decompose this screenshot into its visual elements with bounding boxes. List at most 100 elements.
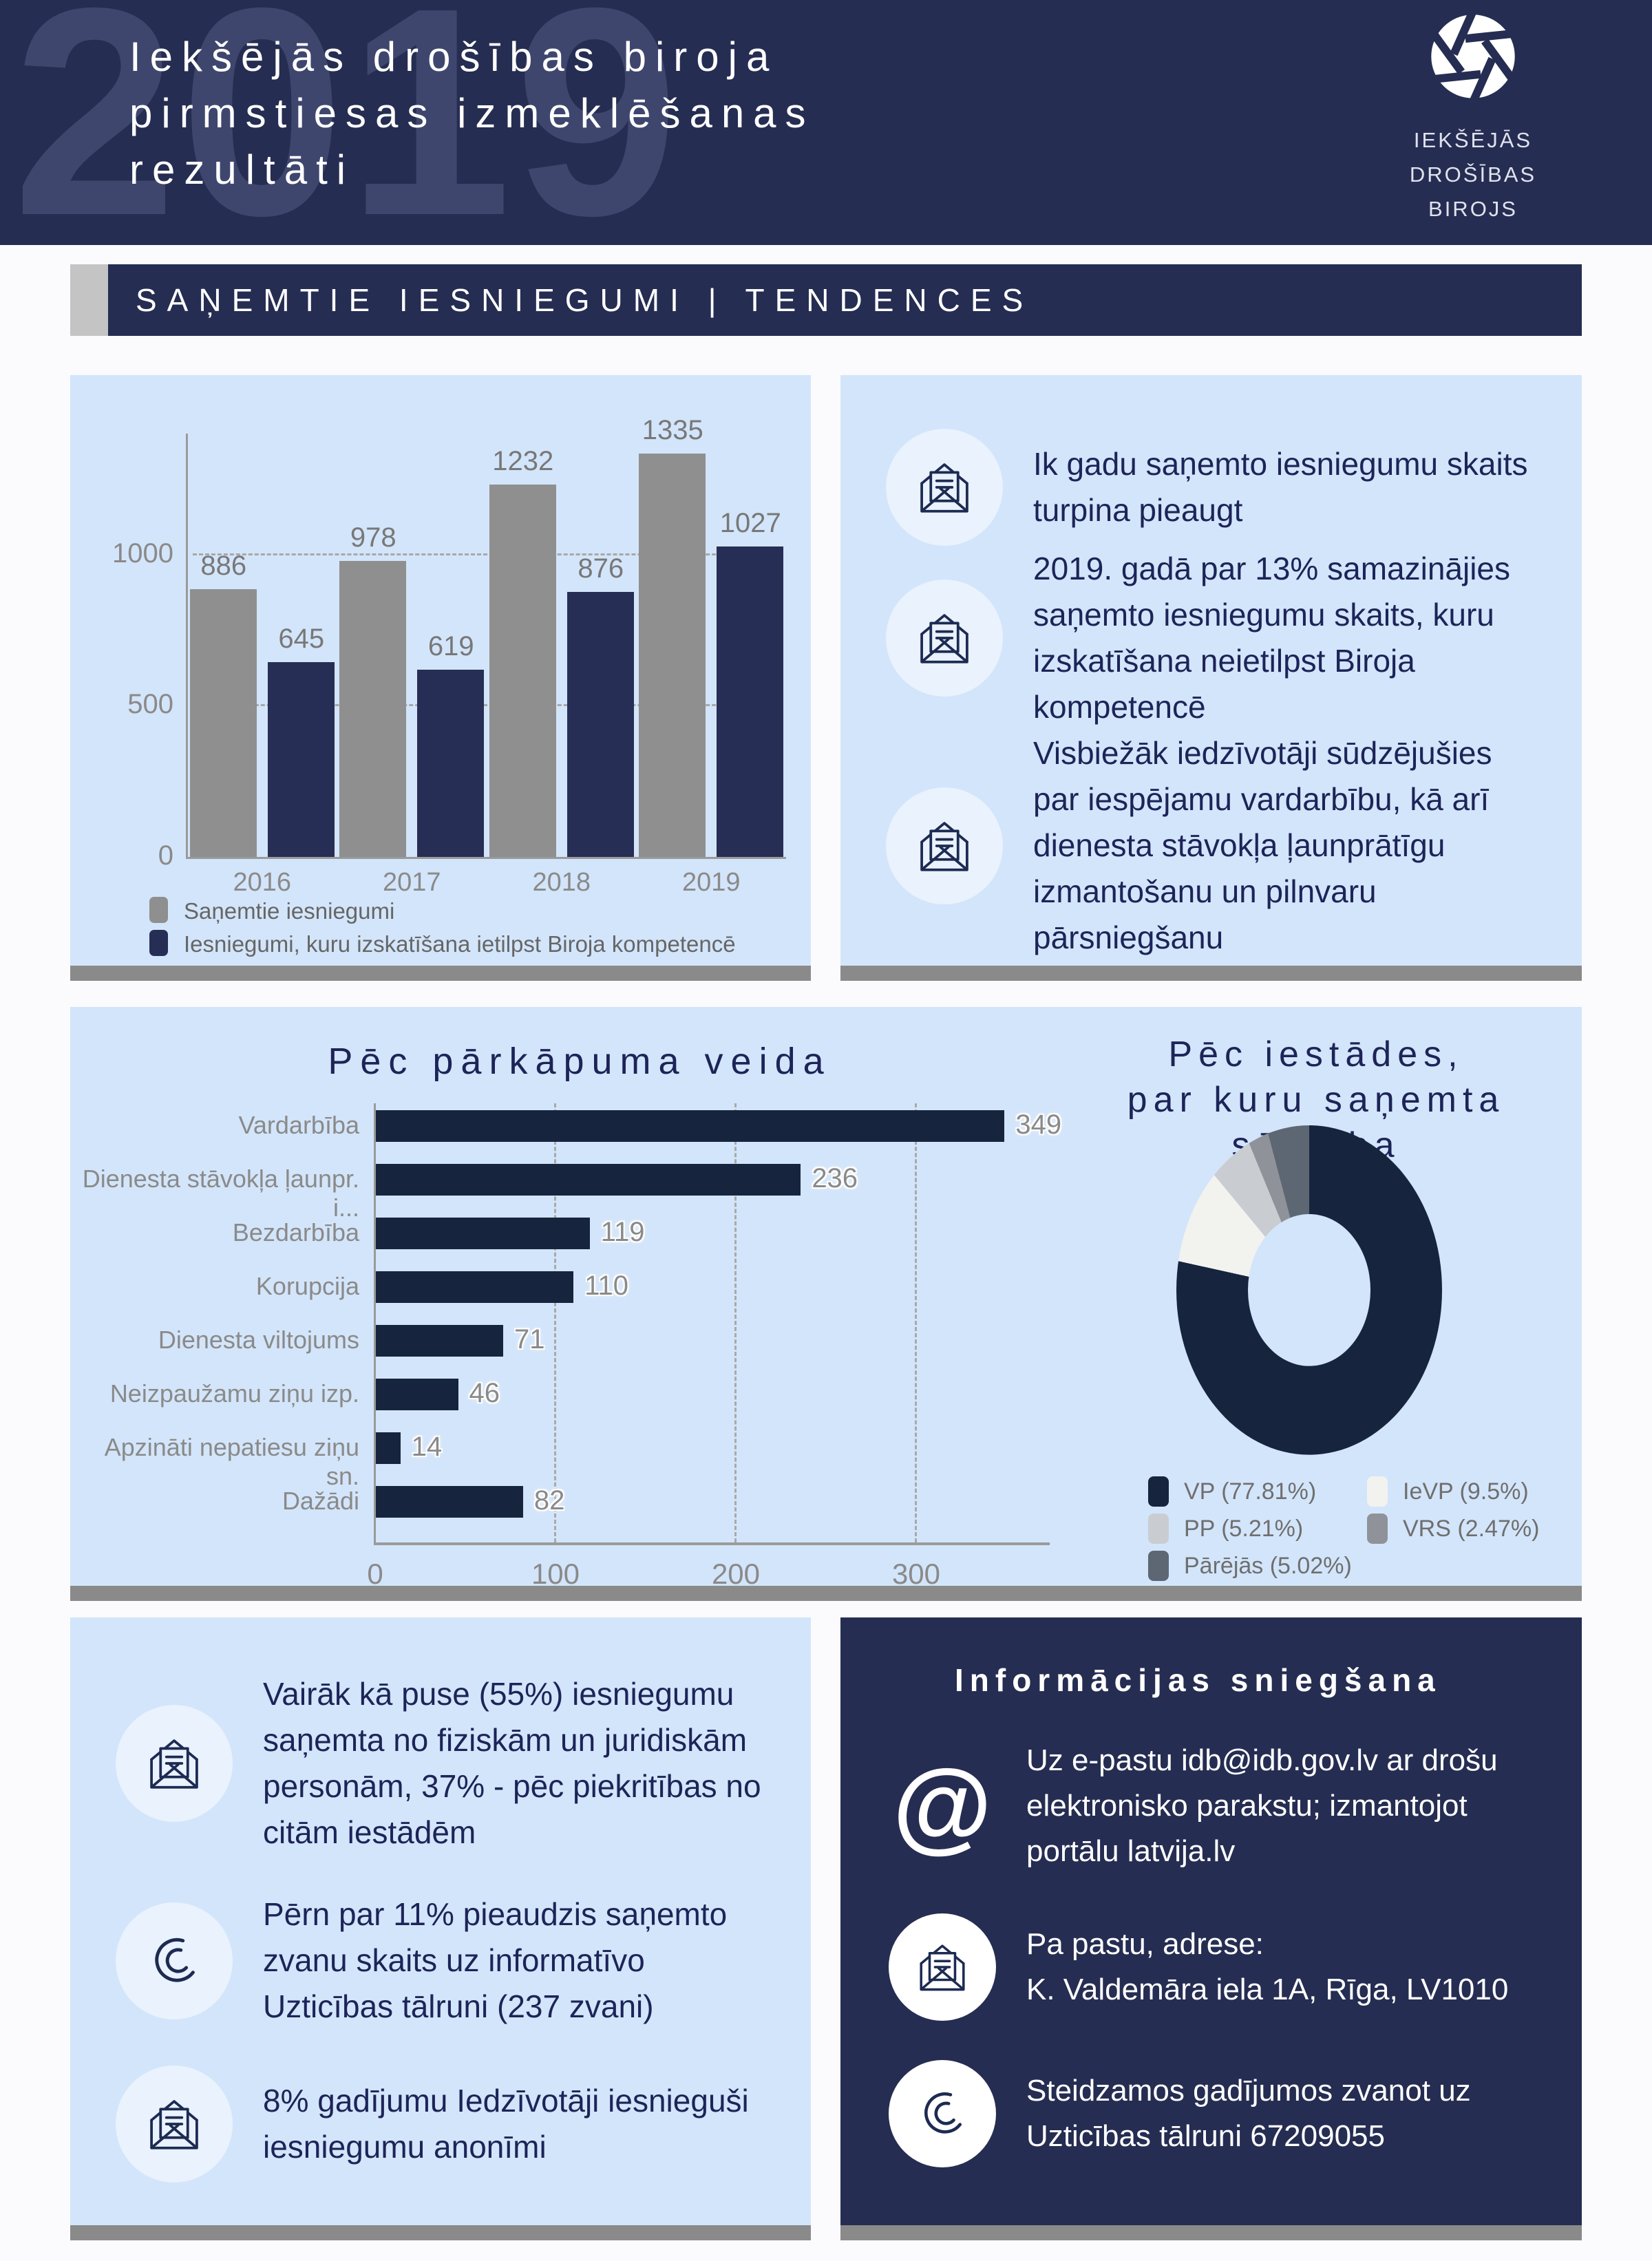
trend-text: 2019. gadā par 13% samazinājies saņemto … — [1033, 551, 1511, 725]
x-axis-category-label: 2016 — [233, 868, 292, 897]
gridline — [193, 553, 778, 555]
y-axis-tick-label: 1000 — [112, 538, 173, 569]
envelope-icon — [116, 1705, 233, 1822]
bar-value-label: 46 — [469, 1378, 500, 1408]
legend-swatch — [149, 930, 168, 956]
gridline — [915, 1103, 917, 1542]
page-title-line-2: pirmstiesas izmeklēšanas — [129, 90, 815, 136]
legend-label: PP (5.21%) — [1184, 1516, 1304, 1542]
list-item: Pa pastu, adrese: K. Valdemāra iela 1A, … — [889, 1913, 1543, 2021]
applications-chart-panel: 1000 500 0 886 645 2016 978 619 2017 1232 876 2018 1… — [70, 375, 811, 966]
list-item: @ Uz e-pastu idb@idb.gov.lv ar drošu ele… — [889, 1738, 1543, 1874]
legend-swatch — [1148, 1514, 1169, 1544]
section-title: SAŅEMTIE IESNIEGUMI | TENDENCES — [108, 264, 1582, 336]
list-item: 8% gadījumu Iedzīvotāji iesnieguši iesni… — [116, 2066, 771, 2183]
bar-competence — [717, 546, 784, 857]
bar-received — [639, 453, 706, 857]
fact-text: 8% gadījumu Iedzīvotāji iesnieguši iesni… — [263, 2083, 749, 2165]
bar-value-label: 236 — [812, 1163, 858, 1193]
institutions-donut-legend: VP (77.81%) PP (5.21%) Pārējās (5.02%) IeVP… — [70, 1007, 1582, 1586]
page-title: Iekšējās drošības biroja pirmstiesas izm… — [129, 29, 815, 198]
violations-chart-title: Pēc pārkāpuma veida — [328, 1041, 832, 1082]
bar-value-label: 1027 — [719, 507, 781, 538]
bar — [375, 1486, 523, 1518]
legend-label: Iesniegumi, kuru izskatīšana ietilpst Bi… — [184, 931, 736, 957]
gridline — [554, 1103, 556, 1542]
list-item: 2019. gadā par 13% samazinājies saņemto … — [886, 546, 1542, 730]
list-item: Visbiežāk iedzīvotāji sūdzējušies par ie… — [886, 730, 1542, 961]
x-axis-tick-label: 100 — [531, 1558, 580, 1590]
envelope-icon — [889, 1913, 996, 2021]
bar-value-label: 349 — [1015, 1110, 1062, 1140]
header: 2019 Iekšējās drošības biroja pirmstiesa… — [0, 0, 1652, 245]
bureau-logo: IEKŠĒJĀS DROŠĪBAS BIROJS — [1370, 8, 1576, 226]
bar-received — [189, 588, 257, 857]
info-panel: Informācijas sniegšana @ Uz e-pastu idb@… — [840, 1617, 1582, 2225]
envelope-icon — [116, 2066, 233, 2183]
logo-text-line-3: BIROJS — [1428, 197, 1518, 221]
legend-label: VRS (2.47%) — [1403, 1516, 1540, 1542]
y-axis-category-label: Neizpaužamu ziņu izp. — [109, 1379, 359, 1408]
bar — [375, 1432, 401, 1464]
legend-swatch — [1148, 1551, 1169, 1581]
at-icon: @ — [892, 1749, 993, 1862]
legend-label: Saņemtie iesniegumi — [184, 898, 395, 924]
info-items: Informācijas sniegšana @ Uz e-pastu idb@… — [840, 1617, 1582, 2225]
envelope-icon — [886, 429, 1003, 546]
phone-icon — [889, 2060, 996, 2167]
fact-text: Pērn par 11% pieaudzis saņemto zvanu ska… — [263, 1896, 728, 2024]
y-axis-category-label: Vardarbība — [238, 1111, 359, 1139]
x-axis-category-label: 2018 — [532, 868, 591, 897]
x-axis-tick-label: 200 — [711, 1558, 761, 1590]
bar — [375, 1325, 504, 1357]
y-axis-tick-label: 0 — [158, 840, 173, 871]
legend-label: IeVP (9.5%) — [1403, 1478, 1529, 1505]
trends-items: Ik gadu saņemto iesniegumu skaits turpin… — [840, 375, 1582, 966]
bar-value-label: 645 — [278, 623, 325, 654]
legend-swatch — [149, 897, 168, 923]
bar-received — [339, 561, 407, 857]
list-item: Steidzamos gadījumos zvanot uz Uzticības… — [889, 2060, 1543, 2167]
bar-value-label: 119 — [600, 1217, 645, 1247]
section-accent-block — [70, 264, 108, 336]
bar — [375, 1110, 1005, 1142]
info-text: Pa pastu, adrese: K. Valdemāra iela 1A, … — [1026, 1927, 1509, 2006]
y-axis-category-label: Bezdarbība — [232, 1218, 359, 1246]
logo-text-line-2: DROŠĪBAS — [1409, 162, 1537, 187]
y-axis-line — [374, 1103, 376, 1542]
bureau-logo-text: IEKŠĒJĀS DROŠĪBAS BIROJS — [1370, 123, 1576, 226]
bar-competence — [566, 592, 634, 857]
trend-text: Visbiežāk iedzīvotāji sūdzējušies par ie… — [1033, 735, 1492, 955]
y-axis-category-label: Dienesta stāvokļa ļaunpr. i... — [82, 1165, 359, 1222]
y-axis-category-label: Dienesta viltojums — [158, 1326, 359, 1354]
info-text: Steidzamos gadījumos zvanot uz Uzticības… — [1026, 2074, 1471, 2153]
x-axis-category-label: 2017 — [382, 868, 441, 897]
gridline — [193, 704, 778, 707]
x-axis-tick-label: 0 — [367, 1558, 383, 1590]
year-watermark: 2019 — [12, 0, 682, 245]
section-header-bar: SAŅEMTIE IESNIEGUMI | TENDENCES — [70, 264, 1582, 336]
legend-swatch — [1148, 1476, 1169, 1507]
trends-panel: Ik gadu saņemto iesniegumu skaits turpin… — [840, 375, 1582, 966]
bar-value-label: 82 — [533, 1485, 565, 1516]
facts-panel: Vairāk kā puse (55%) iesniegumu saņemta … — [70, 1617, 811, 2225]
bar-received — [489, 484, 556, 857]
info-text: Uz e-pastu idb@idb.gov.lv ar drošu elekt… — [1026, 1743, 1498, 1868]
x-axis-category-label: 2019 — [681, 868, 741, 897]
envelope-icon — [886, 787, 1003, 904]
violations-hbar-chart: 0 100 200 300 Vardarbība 349 Dienesta stāvokļa… — [70, 1007, 1582, 1590]
bar — [375, 1218, 590, 1249]
fact-text: Vairāk kā puse (55%) iesniegumu saņemta … — [263, 1676, 761, 1850]
bar — [375, 1271, 574, 1303]
aperture-shutter-icon — [1428, 8, 1518, 105]
bar-competence — [267, 661, 335, 857]
y-axis-tick-label: 500 — [127, 689, 173, 720]
bar-value-label: 978 — [350, 522, 396, 553]
bar-value-label: 876 — [578, 553, 624, 584]
legend-swatch — [1367, 1476, 1388, 1507]
page-title-line-1: Iekšējās drošības biroja — [129, 34, 779, 80]
legend-swatch — [1367, 1514, 1388, 1544]
bar-value-label: 1335 — [642, 414, 703, 445]
institutions-title-line-1: Pēc iestādes, — [1168, 1034, 1464, 1074]
trend-text: Ik gadu saņemto iesniegumu skaits turpin… — [1033, 446, 1528, 528]
